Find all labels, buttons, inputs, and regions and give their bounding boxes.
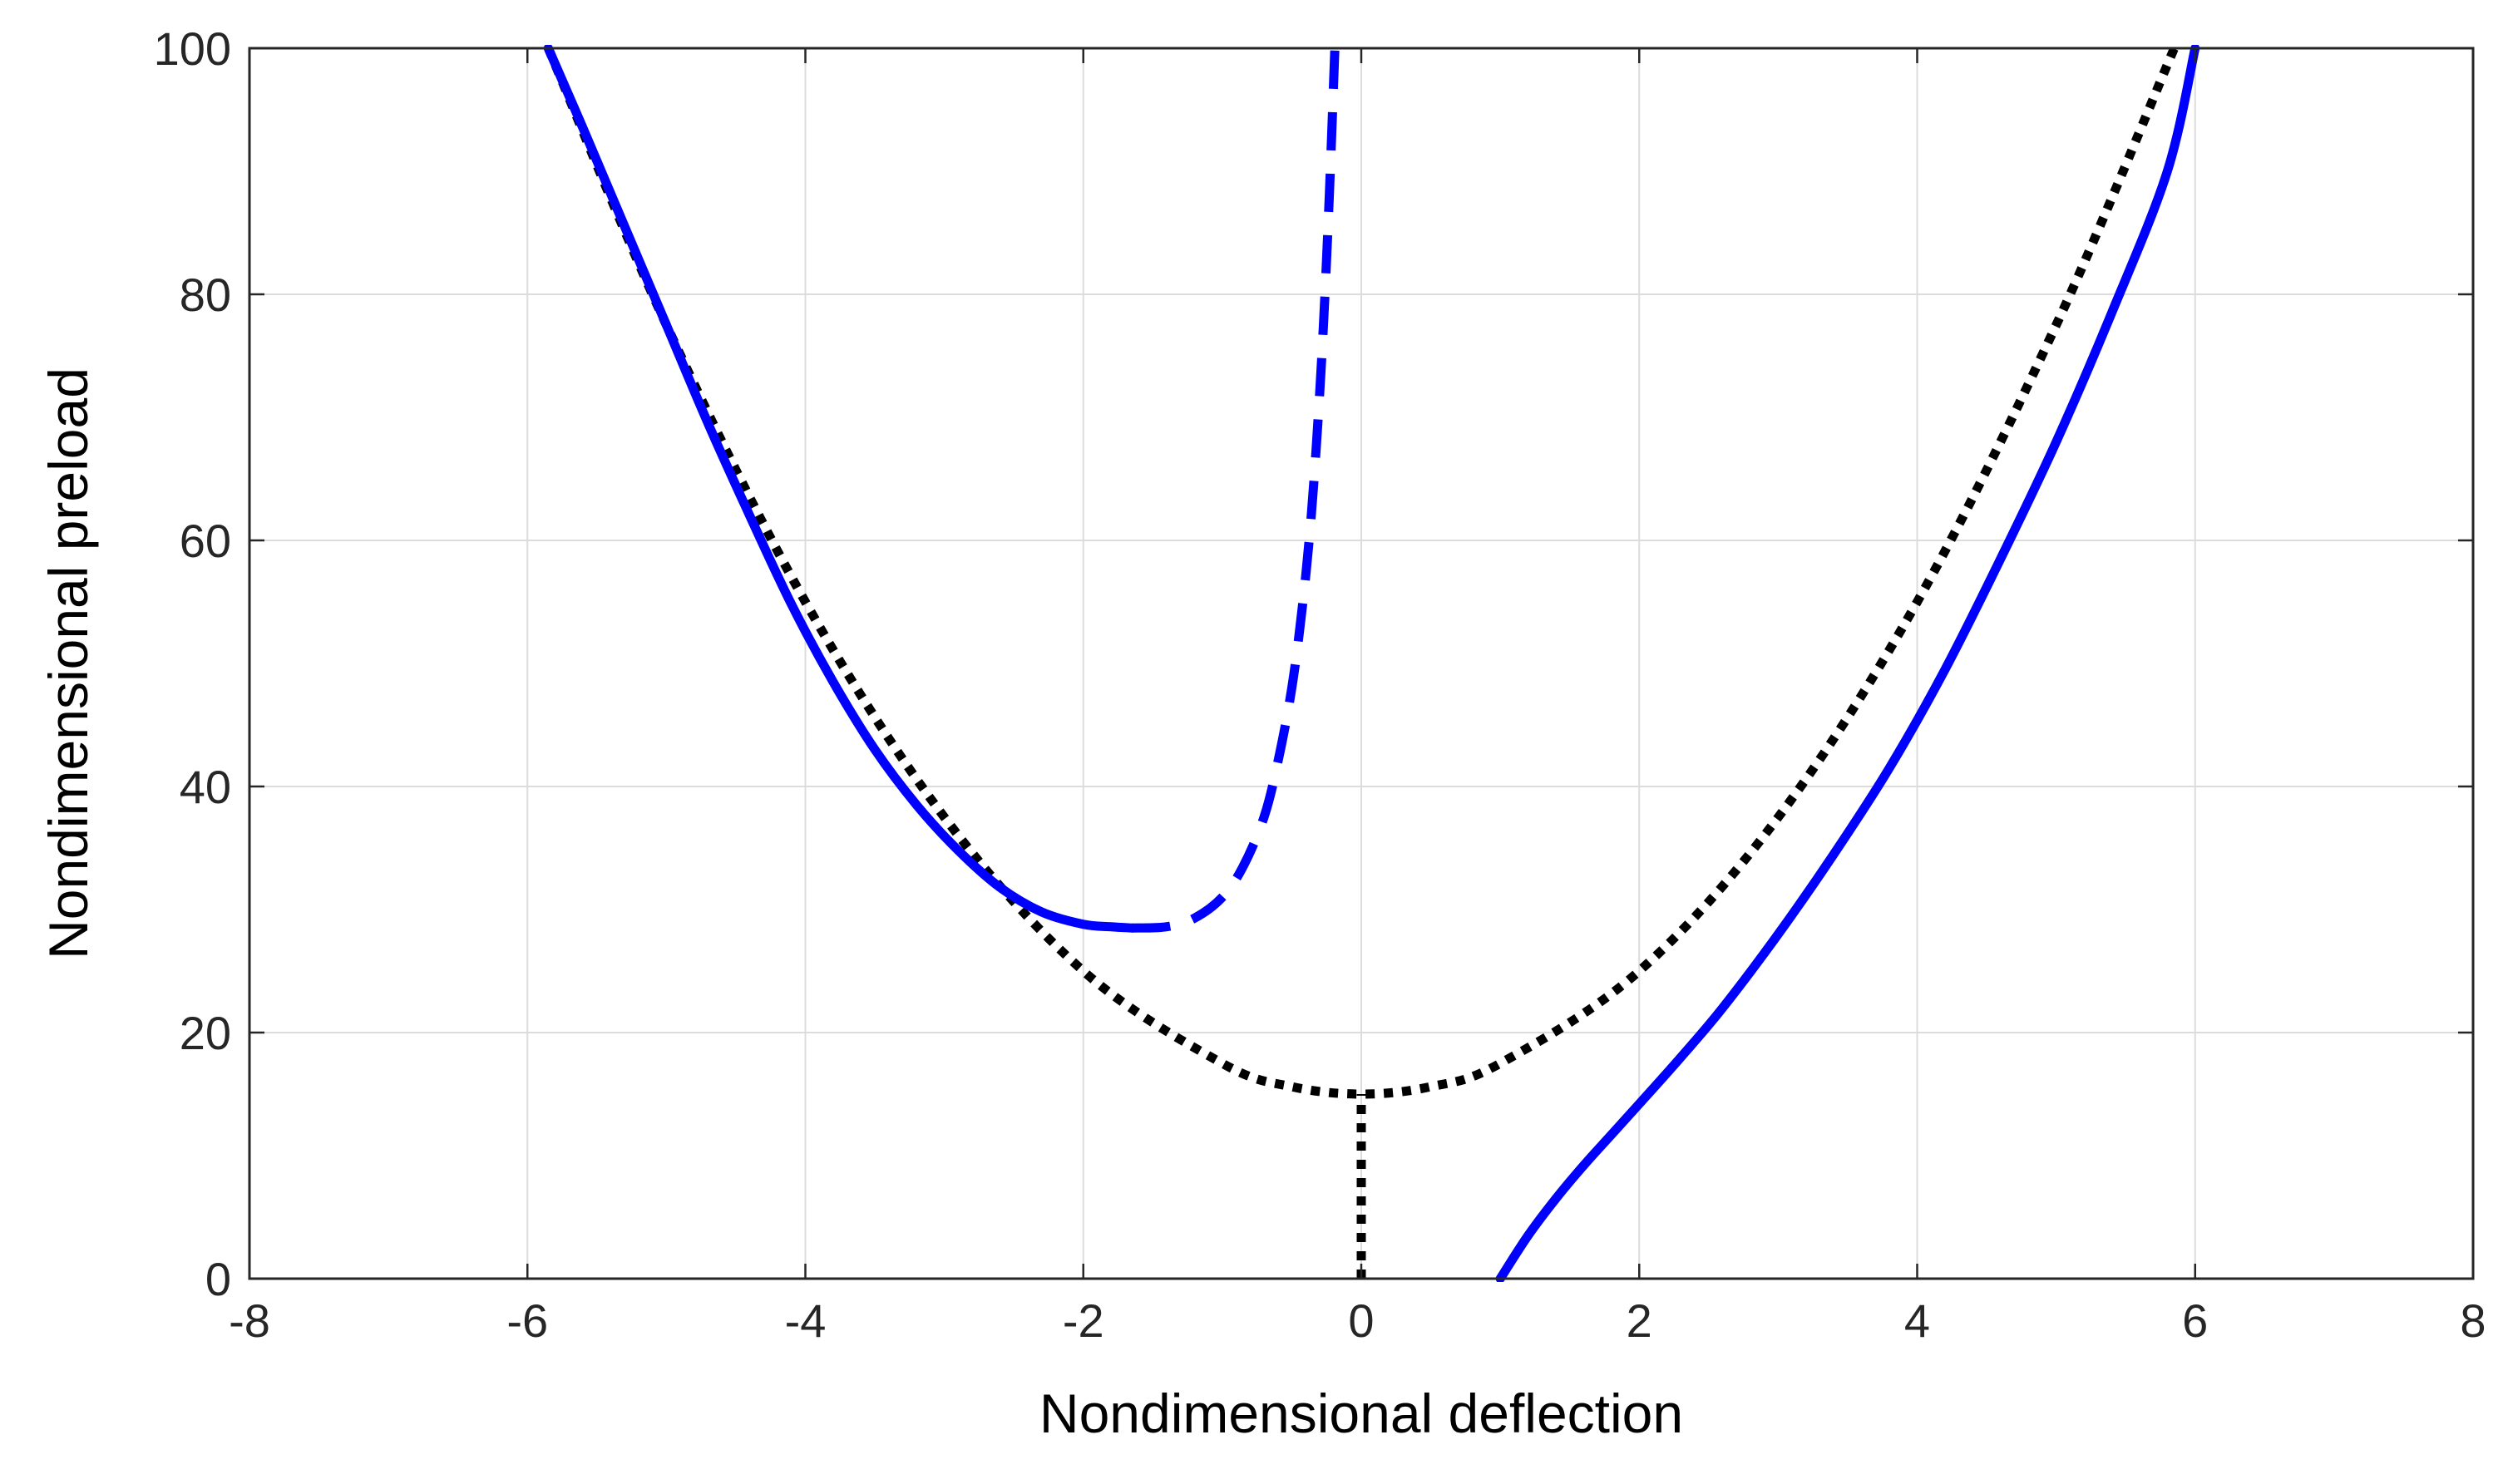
y-axis-label: Nondimensional preload [37,367,99,959]
x-tick-label: 6 [2182,1294,2208,1347]
series-line-right-stable-branch [1495,45,2200,1282]
x-tick-label: 4 [1904,1294,1930,1347]
x-tick-label: 0 [1348,1294,1374,1347]
y-tick-label: 60 [180,515,231,567]
y-tick-label: 100 [154,22,231,75]
grid [249,48,2473,1279]
plot-series [543,45,2200,1282]
y-tick-label: 80 [180,269,231,321]
y-tick-label: 20 [180,1007,231,1059]
axis-ticks [248,47,2475,1280]
series-line-unstable-branch [1132,47,1340,933]
y-tick-label: 0 [205,1253,231,1305]
y-tick-label: 40 [180,761,231,813]
x-tick-label: -8 [229,1294,270,1347]
x-tick-label: 2 [1627,1294,1652,1347]
x-tick-label: -2 [1063,1294,1104,1347]
x-tick-label: 8 [2460,1294,2486,1347]
series-line-left-stable-branch [543,45,1137,933]
x-axis-label: Nondimensional deflection [1039,1383,1683,1444]
x-tick-label: -4 [785,1294,827,1347]
x-tick-label: -6 [506,1294,548,1347]
